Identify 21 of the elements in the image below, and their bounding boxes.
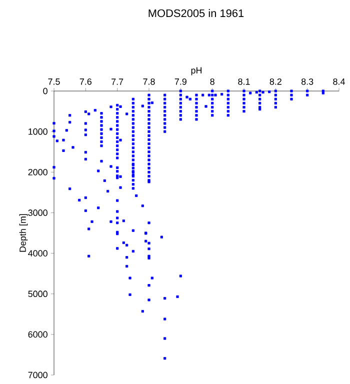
y-tick-label: 4000 xyxy=(28,250,48,256)
x-tick-label: 8.1 xyxy=(238,78,250,85)
y-tick-label: 3000 xyxy=(28,210,48,216)
x-tick-label: 7.7 xyxy=(112,78,124,85)
y-tick-label: 0 xyxy=(43,88,48,94)
x-tick-label: 7.9 xyxy=(174,78,186,85)
x-tick-label: 8.4 xyxy=(333,78,345,85)
y-tick-label: 1000 xyxy=(28,128,48,135)
x-axis-title: pH xyxy=(191,67,202,76)
x-tick-label: 7.5 xyxy=(48,78,60,85)
y-tick-label: 5000 xyxy=(28,290,48,298)
x-tick-label: 8.3 xyxy=(301,78,314,85)
x-tick-label: 7.6 xyxy=(80,78,92,85)
x-tick-label: 8.2 xyxy=(270,78,282,85)
x-tick-label: 7.8 xyxy=(143,78,155,85)
y-axis-title: Depth [m] xyxy=(19,214,28,252)
y-tick-label: 2000 xyxy=(28,168,48,176)
y-tick-label: 6000 xyxy=(28,331,48,338)
x-tick-label: 8 xyxy=(210,78,214,85)
chart-title: MODS2005 in 1961 xyxy=(148,9,244,18)
y-tick-label: 7000 xyxy=(28,372,48,378)
